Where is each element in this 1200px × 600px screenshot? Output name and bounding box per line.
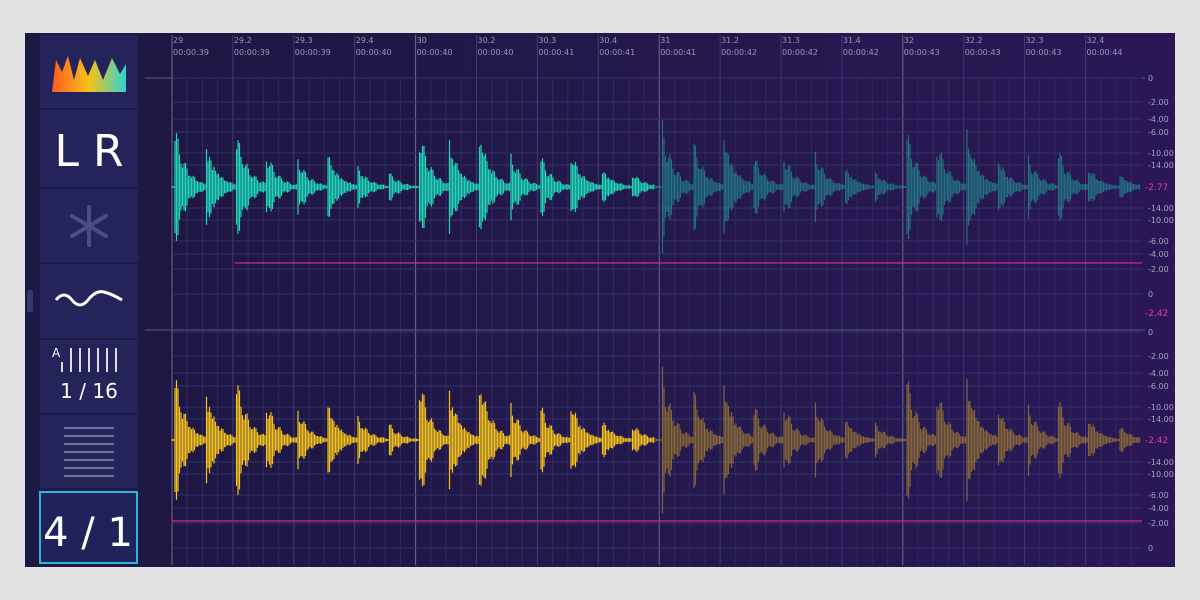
marker-position: 29.4	[356, 36, 374, 45]
scale-label: -6.00	[1148, 491, 1169, 500]
scale-label: -4.00	[1148, 115, 1169, 124]
scale-label: -4.00	[1148, 369, 1169, 378]
sidebar-tiles: L R A 1 / 16 4 / 1	[39, 35, 138, 564]
scale-label: -6.00	[1148, 382, 1169, 391]
labels: 2900:00:3929.200:00:3929.300:00:3929.400…	[173, 36, 1174, 553]
scale-label: -10.00	[1148, 403, 1174, 412]
level-label: -2.42	[1145, 436, 1168, 446]
level-label: -2.77	[1145, 183, 1168, 193]
marker-position: 32.3	[1026, 36, 1044, 45]
scale-label: -14.00	[1148, 458, 1174, 467]
grid-division: 1 / 16	[60, 379, 118, 403]
scale-label: -10.00	[1148, 216, 1174, 225]
marker-time: 00:00:41	[599, 48, 635, 57]
marker-position: 30.4	[599, 36, 617, 45]
editor-panel	[25, 33, 1175, 567]
channel-mode: L R	[54, 126, 123, 177]
marker-time: 00:00:44	[1087, 48, 1123, 57]
waveform-inactive	[654, 120, 1141, 254]
marker-time: 00:00:40	[356, 48, 392, 57]
marker-time: 00:00:41	[538, 48, 574, 57]
waveform-inactive	[654, 366, 1141, 514]
marker-time: 00:00:40	[417, 48, 453, 57]
marker-time: 00:00:39	[295, 48, 331, 57]
scale-label: -2.00	[1148, 98, 1169, 107]
grid	[145, 35, 1145, 565]
waveforms	[171, 120, 1141, 514]
scale-label: -10.00	[1148, 149, 1174, 158]
scale-label: 0	[1148, 328, 1153, 337]
scale-label: -2.00	[1148, 352, 1169, 361]
marker-position: 32.4	[1087, 36, 1105, 45]
scale-label: 0	[1148, 74, 1153, 83]
marker-time: 00:00:42	[721, 48, 757, 57]
marker-position: 30.2	[478, 36, 496, 45]
scale-label: -14.00	[1148, 415, 1174, 424]
marker-position: 29.3	[295, 36, 313, 45]
marker-time: 00:00:40	[478, 48, 514, 57]
marker-position: 32.2	[965, 36, 983, 45]
scale-label: -4.00	[1148, 250, 1169, 259]
waveform-active	[171, 380, 655, 500]
time-signature-tile[interactable]	[39, 491, 138, 564]
marker-time: 00:00:39	[173, 48, 209, 57]
marker-time: 00:00:43	[904, 48, 940, 57]
wave-icon	[54, 290, 123, 307]
scale-label: -14.00	[1148, 204, 1174, 213]
time-signature: 4 / 1	[43, 510, 133, 556]
scroll-handle[interactable]	[27, 290, 33, 312]
marker-position: 30	[417, 36, 427, 45]
waveform-active	[171, 133, 655, 241]
scale-label: -4.00	[1148, 504, 1169, 513]
snowflake-icon	[70, 205, 108, 247]
scale-label: 0	[1148, 290, 1153, 299]
marker-time: 00:00:39	[234, 48, 270, 57]
marker-position: 31.2	[721, 36, 739, 45]
lines-icon	[64, 427, 114, 477]
scale-label: -6.00	[1148, 237, 1169, 246]
level-label-below: -2.42	[1145, 309, 1168, 319]
grid-label: A	[52, 346, 61, 360]
scale-label: -2.00	[1148, 265, 1169, 274]
scale-label: -2.00	[1148, 519, 1169, 528]
marker-time: 00:00:41	[660, 48, 696, 57]
marker-position: 31	[660, 36, 670, 45]
scale-label: 0	[1148, 544, 1153, 553]
marker-position: 32	[904, 36, 914, 45]
marker-time: 00:00:43	[965, 48, 1001, 57]
app-logo	[52, 56, 126, 92]
marker-time: 00:00:42	[782, 48, 818, 57]
scale-label: -6.00	[1148, 128, 1169, 137]
channel-tile[interactable]	[40, 110, 138, 187]
grid-icon	[61, 348, 117, 372]
marker-position: 30.3	[538, 36, 556, 45]
marker-position: 29	[173, 36, 183, 45]
marker-time: 00:00:42	[843, 48, 879, 57]
scale-label: -10.00	[1148, 470, 1174, 479]
marker-time: 00:00:43	[1026, 48, 1062, 57]
marker-position: 31.4	[843, 36, 861, 45]
scale-label: -14.00	[1148, 161, 1174, 170]
marker-position: 29.2	[234, 36, 252, 45]
marker-position: 31.3	[782, 36, 800, 45]
